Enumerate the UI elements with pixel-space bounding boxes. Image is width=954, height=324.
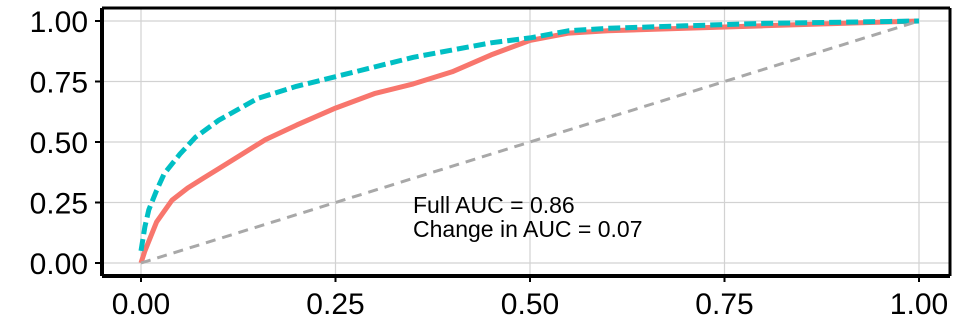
x-axis-ticks: 0.00 0.25 0.50 0.75 1.00 [112,276,948,321]
y-axis-ticks: 0.00 0.25 0.50 0.75 1.00 [30,6,102,281]
y-tick-label: 0.25 [30,188,88,221]
y-tick-label: 0.50 [30,127,88,160]
annotation-change-auc: Change in AUC = 0.07 [413,216,643,242]
x-tick-label: 0.00 [112,288,170,321]
roc-curve-1 [138,18,920,252]
x-tick-label: 0.75 [695,288,753,321]
x-tick-label: 0.25 [306,288,364,321]
series-lines [138,18,920,265]
y-tick-label: 1.00 [30,6,88,39]
plot-frame [100,6,952,278]
y-tick-label: 0.00 [30,248,88,281]
x-tick-label: 0.50 [501,288,559,321]
grid-lines [102,8,950,276]
y-tick-label: 0.75 [30,67,88,100]
annotation-full-auc: Full AUC = 0.86 [413,192,575,218]
x-tick-label: 1.00 [890,288,948,321]
